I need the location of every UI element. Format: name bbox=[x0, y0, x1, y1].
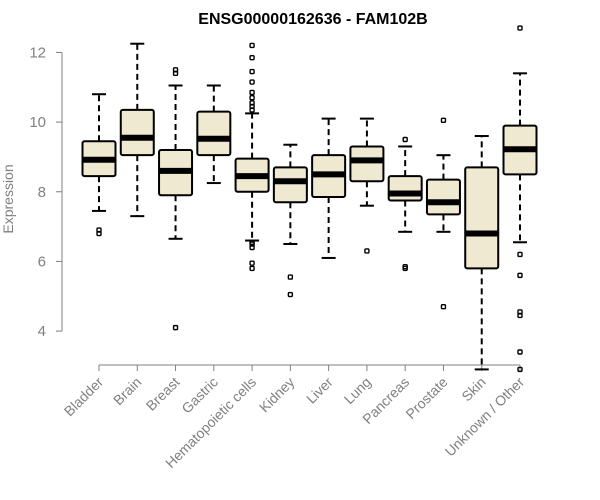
box-group bbox=[349, 117, 385, 254]
box-group bbox=[311, 117, 347, 259]
outlier-point bbox=[402, 136, 408, 143]
y-tick-label: 8 bbox=[38, 184, 46, 201]
outlier-point bbox=[440, 117, 447, 124]
outlier-point bbox=[249, 239, 255, 245]
iqr-box bbox=[349, 145, 385, 183]
x-tick-label: Prostate bbox=[402, 374, 450, 422]
box-group bbox=[272, 143, 308, 298]
outlier-point bbox=[517, 272, 523, 279]
iqr-box bbox=[119, 108, 155, 157]
outlier-point bbox=[249, 68, 255, 75]
outlier-point bbox=[249, 95, 255, 101]
iqr-box bbox=[425, 178, 461, 216]
x-tick-label: Bladder bbox=[61, 374, 107, 420]
y-tick-label: 10 bbox=[29, 114, 46, 131]
outlier-point bbox=[172, 67, 179, 73]
box-group bbox=[196, 84, 232, 185]
outlier-point bbox=[96, 227, 102, 233]
outlier-point bbox=[287, 291, 294, 298]
x-tick-label: Skin bbox=[458, 374, 489, 405]
iqr-box bbox=[272, 166, 308, 204]
y-axis-label: Expression bbox=[0, 164, 16, 233]
y-tick-label: 4 bbox=[38, 323, 46, 340]
outlier-point bbox=[402, 263, 408, 270]
box-group bbox=[464, 135, 500, 371]
x-tick-label: Liver bbox=[303, 374, 336, 407]
iqr-box bbox=[387, 175, 423, 202]
x-tick-label: Brain bbox=[110, 374, 144, 408]
outlier-point bbox=[440, 304, 447, 310]
box-group bbox=[425, 117, 461, 310]
outlier-point bbox=[517, 366, 523, 373]
box-group bbox=[234, 42, 270, 272]
box-group bbox=[81, 93, 117, 237]
iqr-box bbox=[196, 110, 232, 157]
box-series bbox=[81, 25, 538, 373]
box-group bbox=[502, 25, 538, 373]
box-group bbox=[158, 67, 194, 331]
y-tick-label: 12 bbox=[29, 44, 46, 61]
outlier-point bbox=[287, 274, 294, 280]
outlier-point bbox=[364, 248, 370, 254]
outlier-point bbox=[249, 79, 255, 85]
box-group bbox=[119, 42, 155, 218]
iqr-box bbox=[464, 166, 500, 270]
x-tick-label: Lung bbox=[341, 374, 374, 407]
outlier-point bbox=[249, 260, 255, 266]
x-tick-label: Kidney bbox=[256, 374, 298, 416]
outlier-point bbox=[249, 42, 255, 49]
chart-title: ENSG00000162636 - FAM102B bbox=[198, 11, 427, 28]
x-tick-label: Breast bbox=[143, 374, 183, 414]
outlier-point bbox=[517, 309, 523, 315]
outlier-point bbox=[249, 100, 255, 106]
outlier-point bbox=[172, 324, 179, 331]
y-tick-label: 6 bbox=[38, 253, 46, 270]
outlier-point bbox=[249, 89, 255, 96]
y-axis: 4 6 8 10 12 bbox=[29, 44, 63, 340]
outlier-point bbox=[517, 251, 523, 258]
outlier-point bbox=[517, 25, 523, 31]
box-group bbox=[387, 136, 423, 272]
outlier-point bbox=[249, 54, 255, 61]
outlier-point bbox=[517, 349, 523, 355]
outlier-point bbox=[249, 265, 255, 272]
